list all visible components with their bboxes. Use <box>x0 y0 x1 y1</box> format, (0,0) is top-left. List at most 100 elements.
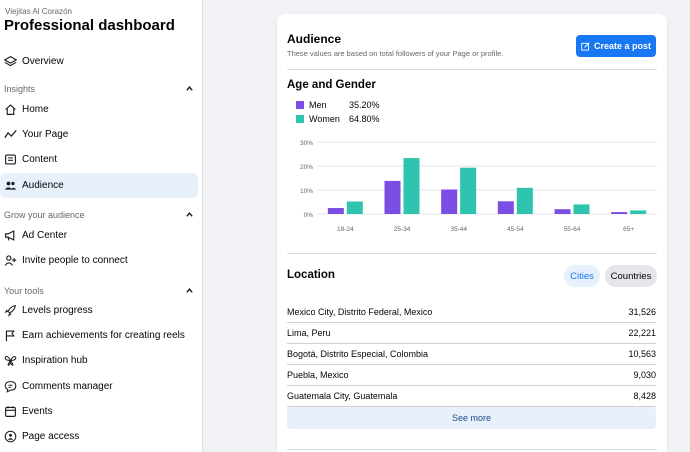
edit-icon <box>581 42 590 51</box>
y-tick-label: 30% <box>300 140 313 147</box>
see-more-button[interactable]: See more <box>287 407 656 429</box>
legend-swatch-women <box>296 115 304 123</box>
flag-icon <box>3 329 17 343</box>
location-name: Lima, Peru <box>287 328 331 338</box>
add-person-icon <box>3 254 17 268</box>
nav-item-achievements[interactable]: Earn achievements for creating reels <box>0 323 198 348</box>
nav-item-content[interactable]: Content <box>0 147 198 172</box>
location-row: Guatemala City, Guatemala 8,428 <box>287 386 656 407</box>
nav-item-invite[interactable]: Invite people to connect <box>0 248 198 273</box>
nav-label: Comments manager <box>22 381 113 392</box>
insights-section-header[interactable]: Insights <box>4 82 194 96</box>
nav-item-audience[interactable]: Audience <box>0 173 198 198</box>
calendar-icon <box>3 405 17 419</box>
location-row: Bogotá, Distrito Especial, Colombia 10,5… <box>287 344 656 365</box>
bar-women-55-64 <box>573 204 590 214</box>
location-name: Mexico City, Distrito Federal, Mexico <box>287 307 433 317</box>
legend-women: Women 64.80% <box>296 114 380 124</box>
home-icon <box>3 103 17 117</box>
layers-icon <box>3 55 17 69</box>
location-row: Puebla, Mexico 9,030 <box>287 365 656 386</box>
trend-line-icon <box>3 128 17 142</box>
audience-card: Audience These values are based on total… <box>277 14 667 452</box>
countries-tab[interactable]: Countries <box>605 265 657 287</box>
bar-women-45-54 <box>516 187 533 214</box>
bar-men-18-24 <box>327 208 344 214</box>
shield-person-icon <box>3 430 17 444</box>
nav-item-levels-progress[interactable]: Levels progress <box>0 298 198 323</box>
cities-tab[interactable]: Cities <box>564 265 600 287</box>
x-tick-label: 35-44 <box>450 226 467 233</box>
nav-item-comments-manager[interactable]: Comments manager <box>0 374 198 399</box>
bar-men-45-54 <box>497 201 514 214</box>
legend-label: Women <box>309 114 340 124</box>
x-tick-label: 25-34 <box>394 226 411 233</box>
content-icon <box>3 153 17 167</box>
nav-label: Overview <box>22 56 64 67</box>
location-row: Mexico City, Distrito Federal, Mexico 31… <box>287 302 656 323</box>
location-value: 9,030 <box>633 370 656 380</box>
nav-item-events[interactable]: Events <box>0 399 198 424</box>
x-tick-label: 45-54 <box>507 226 524 233</box>
age-gender-chart: 30% 20% 10% 0% 18-24 25-34 35-44 45-54 55-64 65+ <box>300 140 657 233</box>
grow-section-header[interactable]: Grow your audience <box>4 208 194 222</box>
create-post-button[interactable]: Create a post <box>576 35 656 57</box>
nav-label: Audience <box>22 180 64 191</box>
megaphone-icon <box>3 229 17 243</box>
legend-value: 64.80% <box>349 114 380 124</box>
x-tick-label: 55-64 <box>564 226 581 233</box>
chevron-up-icon <box>185 286 194 297</box>
bar-men-25-34 <box>384 180 401 214</box>
bar-women-25-34 <box>403 158 420 214</box>
location-row: Lima, Peru 22,221 <box>287 323 656 344</box>
y-tick-label: 10% <box>300 188 313 195</box>
x-tick-label: 65+ <box>623 226 634 233</box>
comment-icon <box>3 380 17 394</box>
chevron-up-icon <box>185 210 194 221</box>
section-title: Your tools <box>4 286 44 296</box>
legend-label: Men <box>309 100 327 110</box>
nav-item-ad-center[interactable]: Ad Center <box>0 223 198 248</box>
nav-label: Home <box>22 104 49 115</box>
nav-label: Page access <box>22 431 80 442</box>
age-gender-title: Age and Gender <box>287 79 376 91</box>
dashboard-title: Professional dashboard <box>4 17 175 34</box>
section-title: Insights <box>4 84 36 94</box>
section-title: Grow your audience <box>4 210 85 220</box>
nav-label: Invite people to connect <box>22 255 128 266</box>
location-value: 22,221 <box>628 328 656 338</box>
y-tick-label: 20% <box>300 164 313 171</box>
nav-item-overview[interactable]: Overview <box>0 49 198 74</box>
x-tick-label: 18-24 <box>337 226 354 233</box>
nav-label: Levels progress <box>22 305 93 316</box>
audience-title: Audience <box>287 32 342 46</box>
legend-value: 35.20% <box>349 100 380 110</box>
bar-women-65+ <box>630 210 647 214</box>
nav-item-inspiration-hub[interactable]: Inspiration hub <box>0 348 198 373</box>
nav-item-page-access[interactable]: Page access <box>0 424 198 449</box>
nav-label: Your Page <box>22 129 69 140</box>
nav-label: Events <box>22 406 53 417</box>
rocket-icon <box>3 304 17 318</box>
tools-section-header[interactable]: Your tools <box>4 284 194 298</box>
page-name: Viejitas Al Corazón <box>5 7 72 16</box>
location-value: 10,563 <box>628 349 656 359</box>
chevron-up-icon <box>185 84 194 95</box>
location-value: 31,526 <box>628 307 656 317</box>
nav-label: Ad Center <box>22 230 68 241</box>
audience-subtitle: These values are based on total follower… <box>287 49 504 58</box>
nav-label: Inspiration hub <box>22 355 88 366</box>
butterfly-icon <box>3 354 17 368</box>
location-name: Bogotá, Distrito Especial, Colombia <box>287 349 429 359</box>
nav-item-your-page[interactable]: Your Page <box>0 122 198 147</box>
nav-label: Earn achievements for creating reels <box>22 330 185 341</box>
bar-men-65+ <box>611 212 628 214</box>
location-value: 8,428 <box>633 391 656 401</box>
location-name: Guatemala City, Guatemala <box>287 391 398 401</box>
divider <box>287 449 657 450</box>
nav-item-home[interactable]: Home <box>0 97 198 122</box>
bar-women-35-44 <box>460 167 477 214</box>
bar-women-18-24 <box>346 201 363 214</box>
location-name: Puebla, Mexico <box>287 370 349 380</box>
legend-swatch-men <box>296 101 304 109</box>
